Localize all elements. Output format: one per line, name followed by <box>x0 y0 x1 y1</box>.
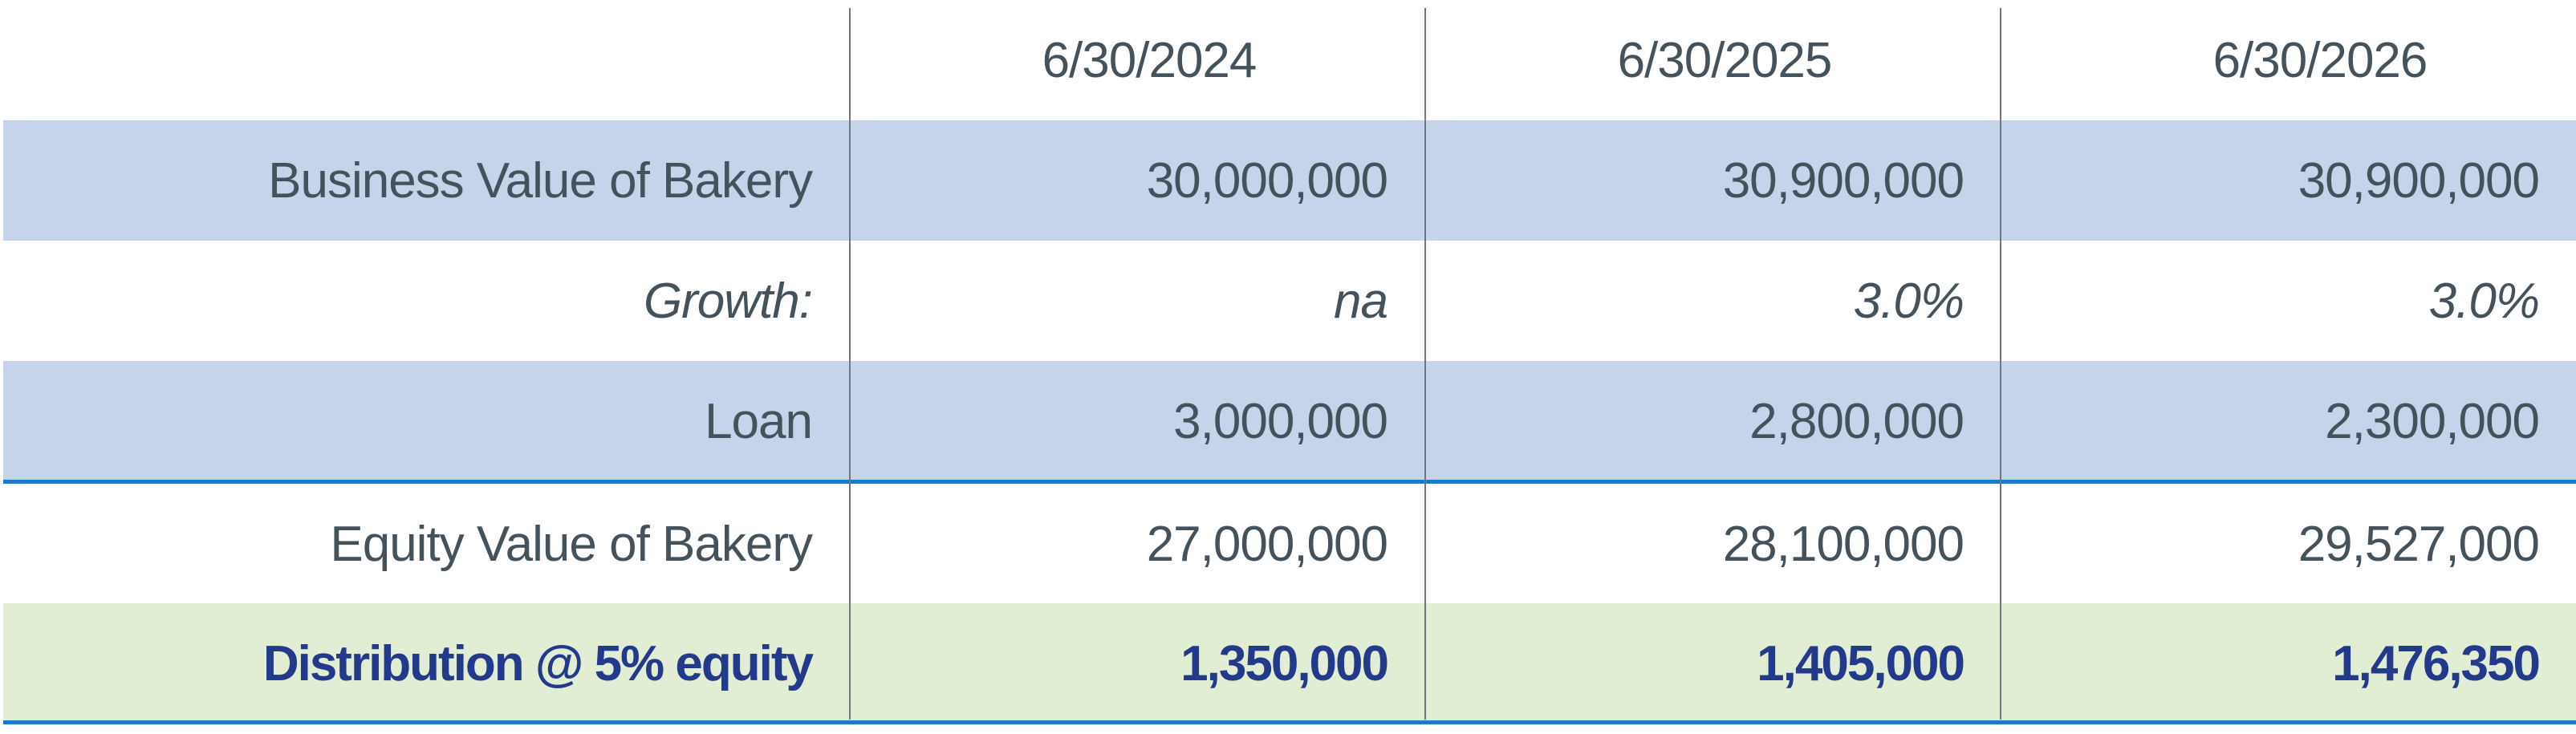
row-label: Distribution @ 5% equity <box>262 635 814 691</box>
table-row-equity-value: Equity Value of Bakery 27,000,000 28,100… <box>3 484 2576 604</box>
table-row-distribution: Distribution @ 5% equity 1,350,000 1,405… <box>3 603 2576 724</box>
column-header-2025: 6/30/2025 <box>1617 32 1833 88</box>
cell-value: 30,900,000 <box>2298 152 2540 209</box>
total-rule <box>3 720 2576 724</box>
cell-value: 30,000,000 <box>1146 152 1388 209</box>
table-row-loan: Loan 3,000,000 2,800,000 2,300,000 <box>3 361 2576 481</box>
cell-value: 1,476,350 <box>2332 635 2541 691</box>
table-row-growth: Growth: na 3.0% 3.0% <box>3 241 2576 361</box>
column-divider <box>2000 8 2001 720</box>
header-row: 6/30/2024 6/30/2025 6/30/2026 <box>3 0 2576 120</box>
row-label: Equity Value of Bakery <box>330 516 813 572</box>
subtotal-rule <box>3 480 2576 484</box>
column-divider <box>1424 8 1426 720</box>
cell-value: 3.0% <box>2428 273 2540 329</box>
cell-value: 29,527,000 <box>2298 516 2540 572</box>
cell-value: 27,000,000 <box>1146 516 1388 572</box>
cell-value: 2,300,000 <box>2325 393 2540 449</box>
cell-value: 28,100,000 <box>1722 516 1965 572</box>
row-label: Loan <box>705 393 813 449</box>
row-label: Growth: <box>643 273 813 329</box>
cell-value: 30,900,000 <box>1722 152 1965 209</box>
column-divider <box>849 8 851 720</box>
table-row-business-value: Business Value of Bakery 30,000,000 30,9… <box>3 120 2576 241</box>
column-header-2026: 6/30/2026 <box>2212 32 2428 88</box>
cell-value: 1,350,000 <box>1180 635 1389 691</box>
cell-value: 3.0% <box>1853 273 1965 329</box>
cell-value: na <box>1334 273 1388 329</box>
cell-value: 3,000,000 <box>1173 393 1388 449</box>
cell-value: 1,405,000 <box>1757 635 1965 691</box>
row-label: Business Value of Bakery <box>268 152 813 209</box>
column-header-2024: 6/30/2024 <box>1042 32 1258 88</box>
cell-value: 2,800,000 <box>1749 393 1965 449</box>
